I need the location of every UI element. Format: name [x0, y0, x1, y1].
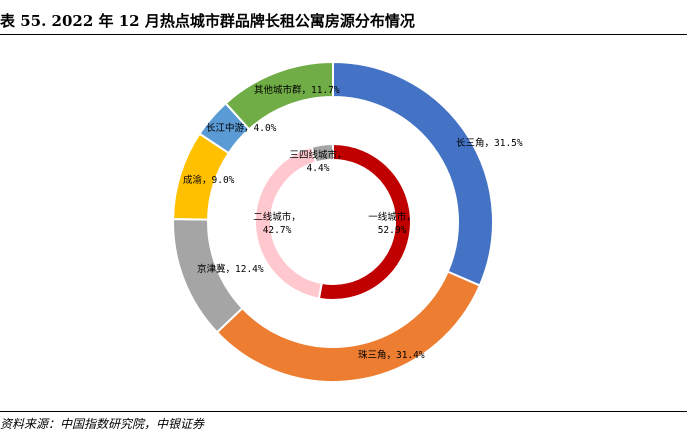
outer-label-长江中游: 长江中游，4.0% [206, 122, 277, 134]
slice-labels: 长三角，31.5% 珠三角，31.4% 京津冀，12.4% 成渝，9.0% 长江中游，4… [183, 84, 523, 361]
outer-ring [172, 60, 494, 383]
inner-slice-三四线城市 [310, 142, 334, 164]
source-note: 资料来源：中国指数研究院，中银证券 [0, 417, 205, 431]
inner-label-一线城市: 一线城市， 52.9% [368, 211, 416, 236]
top-rule [0, 34, 687, 35]
inner-label-三四线城市: 三四线城市， 4.4% [289, 149, 346, 174]
inner-ring [254, 142, 412, 301]
outer-label-京津冀: 京津冀，12.4% [197, 263, 264, 275]
donut-chart: 长三角，31.5% 珠三角，31.4% 京津冀，12.4% 成渝，9.0% 长江中游，4… [172, 60, 523, 383]
outer-slice-京津冀 [172, 217, 244, 334]
outer-label-其他城市群: 其他城市群，11.7% [254, 84, 340, 96]
inner-label-二线城市: 二线城市， 42.7% [253, 211, 301, 236]
outer-label-珠三角: 珠三角，31.4% [358, 349, 425, 361]
bottom-rule [0, 411, 687, 412]
outer-label-成渝: 成渝，9.0% [183, 174, 235, 186]
chart-title: 表 55. 2022 年 12 月热点城市群品牌长租公寓房源分布情况 [0, 12, 415, 30]
chart-area: 长三角，31.5% 珠三角，31.4% 京津冀，12.4% 成渝，9.0% 长江中游，4… [0, 35, 687, 411]
outer-slice-其他城市群 [224, 60, 334, 131]
outer-slice-长三角 [332, 60, 494, 287]
outer-label-长三角: 长三角，31.5% [456, 137, 523, 149]
